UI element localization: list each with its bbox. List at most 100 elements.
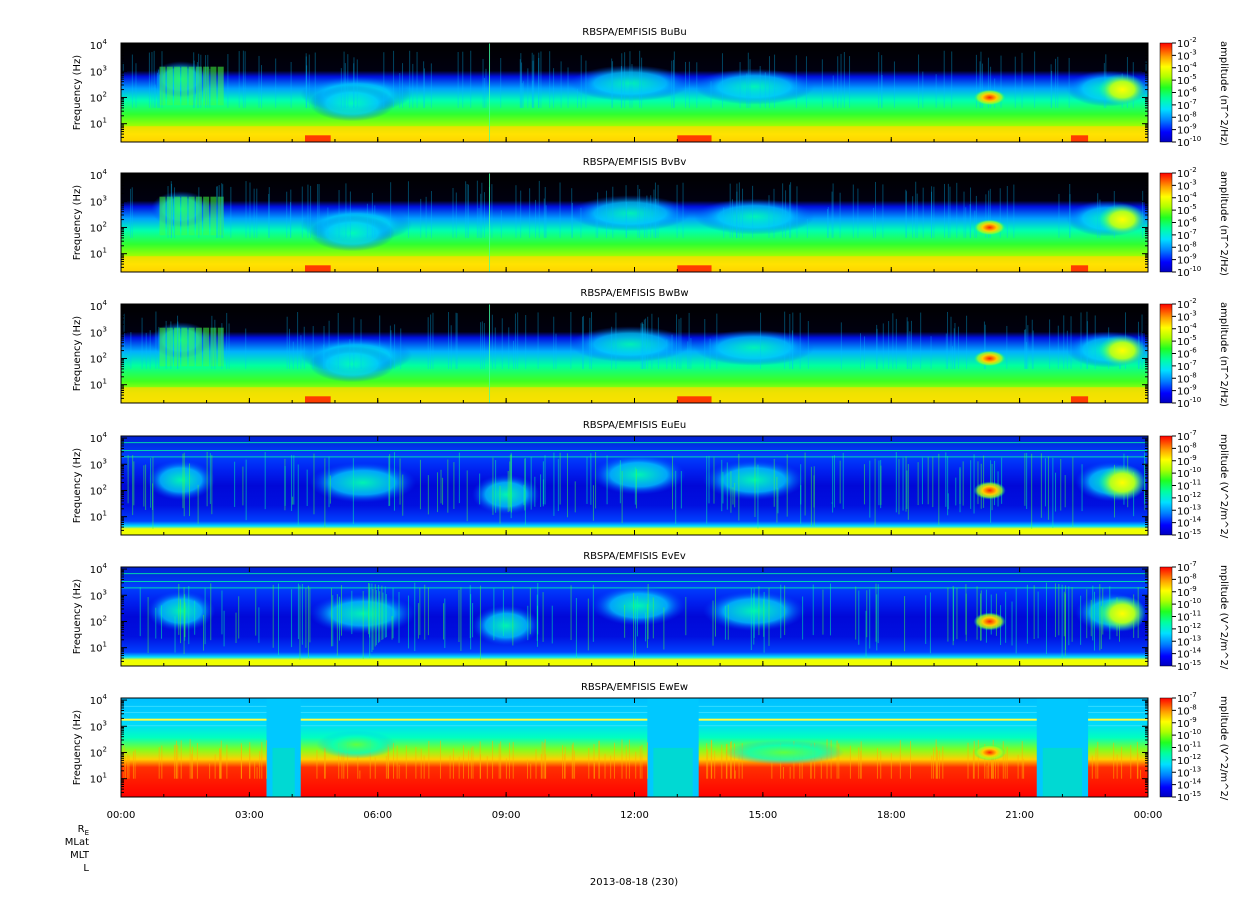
colorbar-tick-label: 10-14 — [1177, 516, 1202, 530]
panel-6: RBSPA/EMFISIS EwEw 101 102 103 104 Frequency … — [72, 682, 1229, 804]
colorbar-tick-label: 10-2 — [1177, 297, 1197, 311]
colorbar-tick-label: 10-3 — [1177, 48, 1197, 62]
colorbar-tick-label: 10-4 — [1177, 191, 1197, 205]
colorbar-tick-label: 10-6 — [1177, 86, 1197, 100]
colorbar-tick-label: 10-3 — [1177, 178, 1197, 192]
colorbar-tick-label: 10-8 — [1177, 371, 1197, 385]
y-tick-label: 104 — [90, 431, 108, 445]
colorbar-tick-label: 10-9 — [1177, 454, 1197, 468]
panel-title: RBSPA/EMFISIS BwBw — [580, 288, 688, 299]
colorbar-tick-label: 10-10 — [1177, 396, 1201, 410]
colorbar-tick-label: 10-13 — [1177, 503, 1201, 517]
spectrogram — [121, 567, 1148, 666]
panel-1: RBSPA/EMFISIS BuBu 101 102 103 104 Frequency … — [72, 27, 1229, 149]
colorbar-tick-label: 10-9 — [1177, 585, 1197, 599]
x-tick-label: 00:00 — [1134, 810, 1163, 821]
colorbar-tick-label: 10-2 — [1177, 166, 1197, 180]
colorbar-tick-label: 10-10 — [1177, 466, 1201, 480]
colorbar-tick-label: 10-7 — [1177, 98, 1197, 112]
colorbar-tick-label: 10-15 — [1177, 528, 1201, 542]
y-tick-label: 102 — [90, 351, 107, 365]
colorbar-tick-label: 10-11 — [1177, 479, 1201, 493]
y-axis-label: Frequency (Hz) — [72, 316, 83, 392]
colorbar-tick-label: 10-4 — [1177, 322, 1197, 336]
colorbar-label: amplitude (nT^2/Hz) — [1218, 302, 1229, 407]
y-axis-label: Frequency (Hz) — [72, 448, 83, 524]
ephemeris-row-label: MLat — [65, 837, 89, 848]
colorbar-tick-label: 10-12 — [1177, 491, 1201, 505]
colorbar: 10-710-810-910-1010-1110-1210-1310-1410-… — [1159, 691, 1229, 804]
y-tick-label: 101 — [90, 247, 107, 261]
colorbar-tick-label: 10-2 — [1177, 36, 1197, 50]
colorbar-tick-label: 10-10 — [1177, 135, 1201, 149]
y-tick-label: 101 — [90, 378, 107, 392]
panel-4: RBSPA/EMFISIS EuEu 101 102 103 104 Frequency … — [72, 420, 1229, 542]
panel-3: RBSPA/EMFISIS BwBw 101 102 103 104 Frequency … — [72, 288, 1229, 410]
colorbar-tick-label: 10-8 — [1177, 703, 1197, 717]
y-tick-label: 104 — [90, 299, 108, 313]
colorbar-tick-label: 10-13 — [1177, 765, 1201, 779]
colorbar-tick-label: 10-6 — [1177, 347, 1197, 361]
colorbar-label: mplitude (V^2/m^2/ — [1218, 565, 1229, 670]
colorbar: 10-710-810-910-1010-1110-1210-1310-1410-… — [1159, 560, 1229, 673]
colorbar-tick-label: 10-6 — [1177, 216, 1197, 230]
y-tick-label: 102 — [90, 745, 107, 759]
x-tick-label: 03:00 — [235, 810, 264, 821]
colorbar-tick-label: 10-5 — [1177, 73, 1197, 87]
colorbar-tick-label: 10-12 — [1177, 753, 1201, 767]
x-tick-label: 09:00 — [492, 810, 521, 821]
colorbar-tick-label: 10-7 — [1177, 228, 1197, 242]
colorbar-tick-label: 10-7 — [1177, 429, 1197, 443]
colorbar-tick-label: 10-10 — [1177, 728, 1201, 742]
colorbar-tick-label: 10-7 — [1177, 359, 1197, 373]
panel-title: RBSPA/EMFISIS BvBv — [583, 157, 687, 168]
colorbar-tick-label: 10-14 — [1177, 647, 1202, 661]
y-tick-label: 103 — [90, 588, 107, 602]
colorbar-tick-label: 10-5 — [1177, 334, 1197, 348]
colorbar-tick-label: 10-13 — [1177, 634, 1201, 648]
panel-title: RBSPA/EMFISIS EuEu — [583, 420, 686, 431]
colorbar-tick-label: 10-10 — [1177, 597, 1201, 611]
panel-title: RBSPA/EMFISIS EwEw — [581, 682, 688, 693]
y-axis-label: Frequency (Hz) — [72, 579, 83, 655]
colorbar-tick-label: 10-15 — [1177, 659, 1201, 673]
y-tick-label: 101 — [90, 641, 107, 655]
x-tick-label: 18:00 — [877, 810, 906, 821]
y-axis-label: Frequency (Hz) — [72, 55, 83, 131]
ephemeris-row-label: L — [83, 863, 89, 874]
x-tick-label: 21:00 — [1005, 810, 1034, 821]
colorbar: 10-210-310-410-510-610-710-810-910-10 amp… — [1159, 297, 1229, 410]
colorbar-tick-label: 10-9 — [1177, 384, 1197, 398]
colorbar-tick-label: 10-11 — [1177, 610, 1201, 624]
y-tick-label: 102 — [90, 220, 107, 234]
colorbar: 10-710-810-910-1010-1110-1210-1310-1410-… — [1159, 429, 1229, 542]
ephemeris-row-label: RE — [78, 824, 89, 837]
colorbar-tick-label: 10-7 — [1177, 691, 1197, 705]
spectrogram — [121, 436, 1148, 535]
colorbar-tick-label: 10-7 — [1177, 560, 1197, 574]
y-tick-label: 103 — [90, 64, 107, 78]
colorbar: 10-210-310-410-510-610-710-810-910-10 amp… — [1159, 36, 1229, 149]
colorbar-tick-label: 10-10 — [1177, 265, 1201, 279]
colorbar-tick-label: 10-5 — [1177, 203, 1197, 217]
y-tick-label: 104 — [90, 693, 108, 707]
panel-5: RBSPA/EMFISIS EvEv 101 102 103 104 Frequency … — [72, 551, 1229, 673]
colorbar-label: mplitude (V^2/m^2/ — [1218, 696, 1229, 801]
y-tick-label: 102 — [90, 614, 107, 628]
colorbar-tick-label: 10-15 — [1177, 790, 1201, 804]
colorbar-label: amplitude (nT^2/Hz) — [1218, 171, 1229, 276]
y-tick-label: 101 — [90, 117, 107, 131]
y-tick-label: 102 — [90, 483, 107, 497]
y-tick-label: 104 — [90, 562, 108, 576]
colorbar-label: mplitude (V^2/m^2/ — [1218, 434, 1229, 539]
panel-title: RBSPA/EMFISIS EvEv — [583, 551, 686, 562]
colorbar-tick-label: 10-14 — [1177, 778, 1202, 792]
panel-2: RBSPA/EMFISIS BvBv 101 102 103 104 Frequency … — [72, 157, 1229, 279]
colorbar-tick-label: 10-9 — [1177, 253, 1197, 267]
spectrogram — [121, 698, 1148, 797]
colorbar-tick-label: 10-9 — [1177, 716, 1197, 730]
colorbar-tick-label: 10-12 — [1177, 622, 1201, 636]
y-axis-label: Frequency (Hz) — [72, 185, 83, 261]
x-tick-label: 06:00 — [363, 810, 392, 821]
